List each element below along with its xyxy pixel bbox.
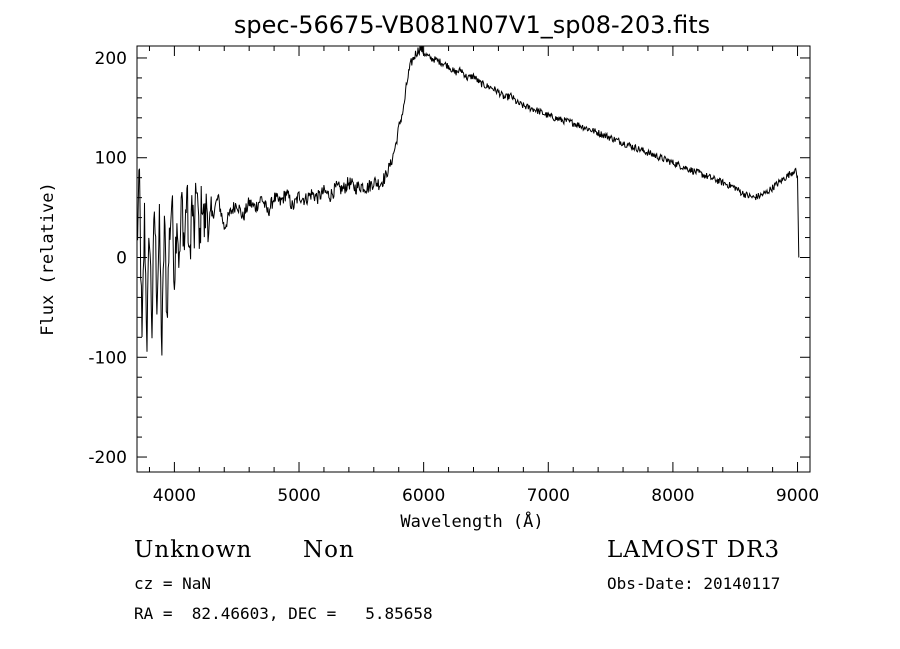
- object-class: Unknown: [134, 537, 253, 563]
- y-tick-label: -100: [88, 348, 127, 368]
- x-tick-label: 4000: [153, 486, 196, 506]
- obs-date-label: Obs-Date: 20140117: [607, 574, 781, 593]
- y-tick-label: 100: [95, 149, 127, 169]
- x-tick-label: 8000: [651, 486, 694, 506]
- coordinates-label: RA = 82.46603, DEC = 5.85658: [134, 604, 433, 623]
- y-tick-label: 0: [116, 249, 127, 269]
- axis-tick-labels: 4000 5000 6000 7000 8000 9000 -200 -100 0 100 200: [88, 49, 819, 506]
- spectrum-line: [137, 45, 800, 356]
- object-subclass: Non: [303, 537, 355, 563]
- chart-title: spec-56675-VB081N07V1_sp08-203.fits: [234, 11, 710, 39]
- x-tick-label: 7000: [527, 486, 570, 506]
- x-tick-label: 6000: [402, 486, 445, 506]
- y-axis-label: Flux (relative): [38, 182, 58, 336]
- x-axis-label: Wavelength (Å): [400, 510, 543, 532]
- redshift-label: cz = NaN: [134, 574, 212, 593]
- x-tick-label: 9000: [776, 486, 819, 506]
- y-tick-label: -200: [88, 448, 127, 468]
- x-tick-label: 5000: [277, 486, 320, 506]
- axis-ticks: [137, 46, 810, 472]
- survey-label: LAMOST DR3: [607, 537, 781, 563]
- y-tick-label: 200: [95, 49, 127, 69]
- plot-frame: [136, 45, 811, 473]
